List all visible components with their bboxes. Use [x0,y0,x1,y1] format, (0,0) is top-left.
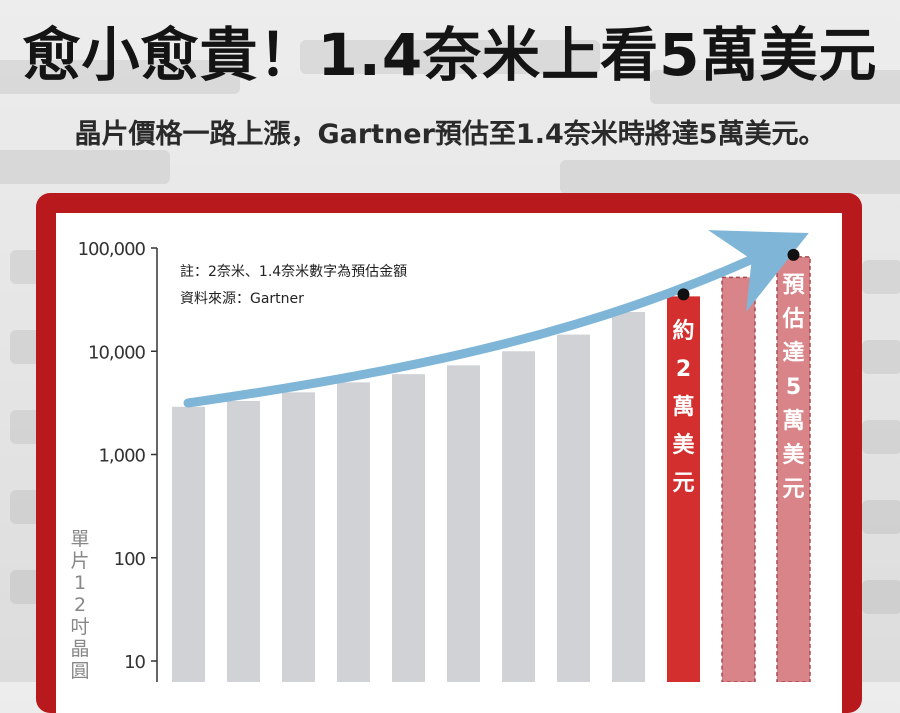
y-axis-label-char: 2 [74,594,86,616]
bar-actual [172,406,205,682]
bar-actual [612,311,645,682]
y-axis-label-char: 圓 [70,660,89,682]
bar-annotation-char: 預 [782,273,805,298]
y-tick-label: 10,000 [88,342,146,363]
chart-source: 資料來源：Gartner [180,291,304,307]
bar-actual [557,334,590,682]
y-tick-label: 100 [114,549,146,570]
bar-actual [282,392,315,682]
y-axis-label-char: 1 [74,572,86,594]
bar-highlight [667,296,700,682]
value-dot [677,288,690,301]
bar-annotation-char: 元 [672,471,694,496]
bar-annotation-char: 元 [782,477,804,502]
y-axis-label-char: 片 [70,550,89,572]
y-axis-label-char: 單 [70,528,89,550]
value-dot [787,248,800,261]
y-axis-label-char: 晶 [70,638,89,660]
bar-annotation-char: 萬 [672,395,694,420]
bar-annotation-char: 達 [782,340,804,366]
chart-note: 註：2奈米、1.4奈米數字為預估金額 [180,264,407,280]
highlight-dots [677,248,800,301]
bar-annotation-char: 2 [676,357,691,382]
bar-annotation-char: 約 [672,318,694,344]
y-axis-label: 單片12吋晶圓價格 [70,528,89,682]
y-axis-ticks: 100,000 10,000 1,000 100 10 [78,239,157,673]
background-pattern [0,40,900,614]
bar-annotation-char: 估 [781,307,804,332]
bar-actual [227,400,260,682]
bar-estimate [776,256,811,682]
bar-estimate [721,276,756,682]
bar-actual [337,382,370,682]
bar-annotation-char: 5 [786,375,801,400]
bar-annotation-char: 萬 [782,409,804,434]
bar-annotation-char: 美 [782,442,805,468]
y-tick-label: 100,000 [78,239,146,260]
bars [172,256,811,682]
bar-actual [502,351,535,682]
y-tick-label: 10 [124,652,145,673]
y-tick-label: 1,000 [98,446,145,467]
bar-annotation-char: 美 [672,432,695,458]
bar-actual [447,365,480,682]
trend-arrow [183,230,809,408]
y-axis-label-char: 吋 [70,616,89,638]
bar-actual [392,374,425,682]
headline: 愈小愈貴！1.4奈米上看5萬美元 [22,21,878,89]
subtitle: 晶片價格一路上漲，Gartner預估至1.4奈米時將達5萬美元。 [74,119,826,150]
